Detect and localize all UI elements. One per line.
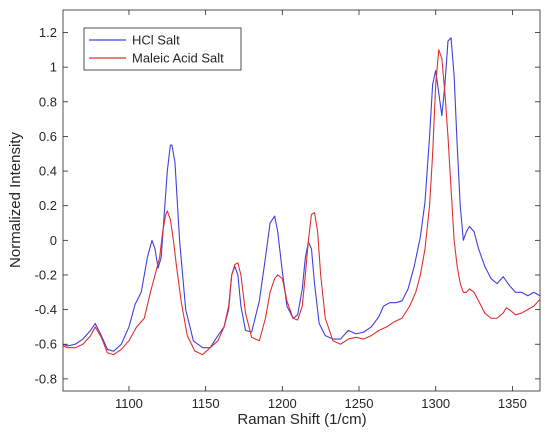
y-tick-label: -0.8 (35, 371, 57, 386)
x-tick-label: 1350 (498, 396, 527, 411)
y-tick-label: 0.6 (39, 129, 57, 144)
y-tick-label: 0.8 (39, 94, 57, 109)
y-axis-label: Normalized Intensity (7, 132, 24, 268)
x-tick-label: 1200 (268, 396, 297, 411)
legend: HCl Salt Maleic Acid Salt (83, 27, 242, 71)
series-line-hcl-salt (63, 37, 540, 352)
y-tick-label: 0 (50, 233, 57, 248)
y-tick-label: 1 (50, 60, 57, 75)
x-axis-label: Raman Shift (1/cm) (237, 411, 366, 428)
y-tick-label: -0.6 (35, 337, 57, 352)
x-tick-label: 1300 (421, 396, 450, 411)
y-tick-label: 1.2 (39, 25, 57, 40)
x-tick-label: 1100 (115, 396, 143, 411)
y-tick-label: 0.4 (39, 164, 57, 179)
legend-label-maleic-acid-salt: Maleic Acid Salt (132, 51, 224, 66)
legend-box (83, 27, 242, 71)
y-tick-label: -0.2 (35, 267, 57, 282)
series-group (63, 37, 540, 356)
axes-frame (62, 9, 541, 392)
x-tick-label: 1250 (345, 396, 374, 411)
series-layer (63, 37, 540, 356)
legend-label-hcl-salt: HCl Salt (132, 33, 180, 48)
y-tick-label: 0.2 (39, 198, 57, 213)
axes-layer: 1100 1150 1200 1250 1300 1350 -0.8 -0.6 -0.4 -0.2… (35, 9, 541, 411)
series-line-maleic-acid-salt (63, 49, 540, 356)
x-tick-label: 1150 (192, 396, 220, 411)
y-tick-label: -0.4 (35, 302, 57, 317)
